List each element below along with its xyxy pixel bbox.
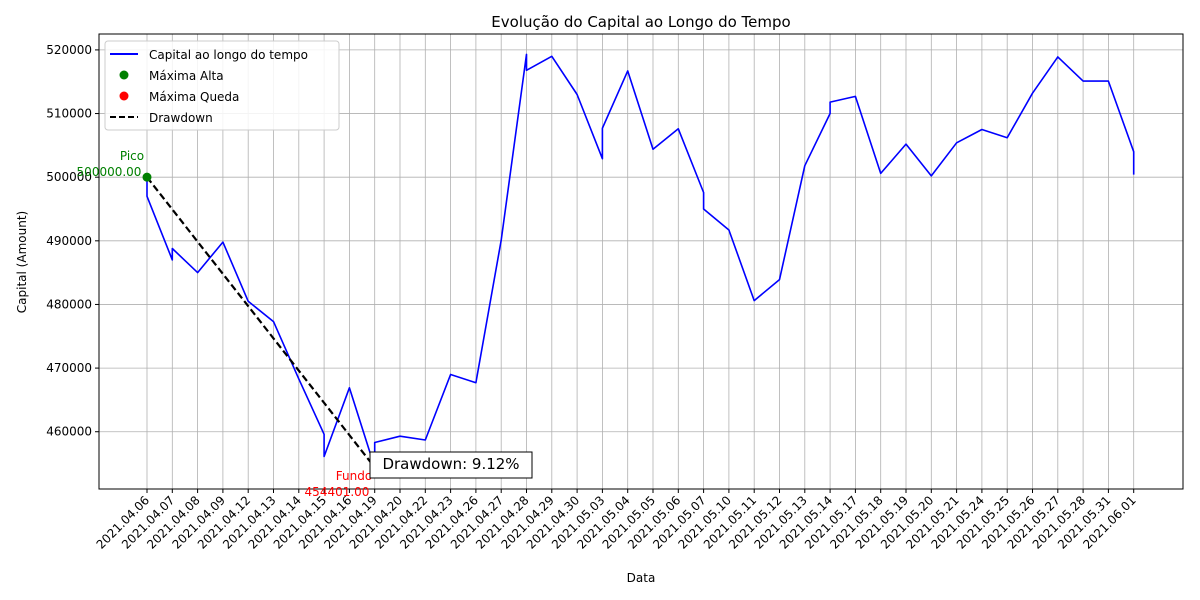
capital-line	[146, 53, 1135, 469]
chart-title: Evolução do Capital ao Longo do Tempo	[491, 13, 790, 31]
drawdown-box	[369, 451, 533, 479]
legend-peak-label: Máxima Alta	[149, 69, 224, 83]
drawdown-line	[146, 176, 376, 469]
y-tick-label: 520000	[46, 43, 92, 57]
trough-label: Fundo	[336, 469, 372, 483]
plot-frame	[98, 33, 1184, 490]
legend-trough-swatch	[119, 91, 129, 101]
x-axis-label: Data	[627, 571, 656, 585]
legend-frame	[104, 40, 340, 131]
peak-label: Pico	[120, 149, 144, 163]
y-tick-label: 500000	[46, 170, 92, 184]
y-tick-label: 490000	[46, 234, 92, 248]
legend: Capital ao longo do tempo Máxima Alta Má…	[104, 40, 340, 131]
legend-capital-label: Capital ao longo do tempo	[149, 48, 308, 62]
trough-value: 454401.00	[305, 485, 370, 499]
y-tick-label: 470000	[46, 361, 92, 375]
legend-drawdown-label: Drawdown	[149, 111, 213, 125]
y-tick-label: 510000	[46, 107, 92, 121]
y-axis-label: Capital (Amount)	[15, 211, 29, 313]
peak-value: 500000.00	[77, 165, 142, 179]
legend-trough-label: Máxima Queda	[149, 90, 239, 104]
y-tick-label: 460000	[46, 425, 92, 439]
legend-peak-swatch	[119, 70, 129, 80]
drawdown-box-text: Drawdown: 9.12%	[382, 455, 519, 473]
y-tick-label: 480000	[46, 297, 92, 311]
peak-point	[142, 172, 152, 182]
annotations: Pico 500000.00 Fundo 454401.00 Drawdown:…	[77, 149, 533, 499]
